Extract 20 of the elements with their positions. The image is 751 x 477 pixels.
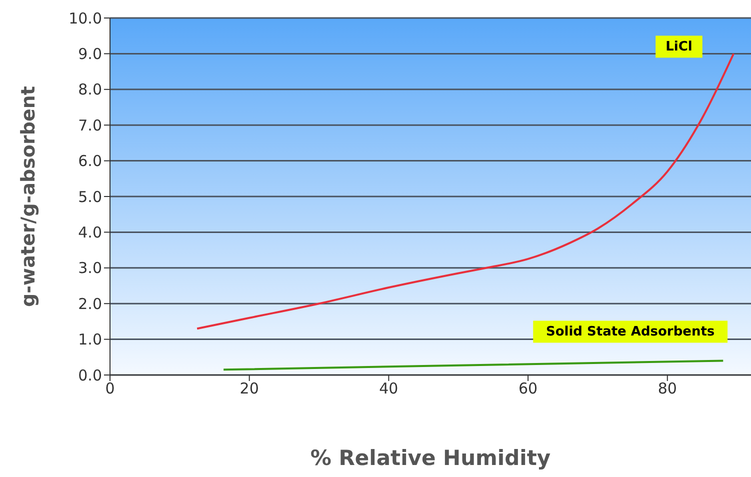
y-tick-label: 8.0 (78, 80, 102, 99)
y-tick-label: 1.0 (78, 330, 102, 349)
y-tick-label: 3.0 (78, 259, 102, 278)
y-axis-title: g-water/g-absorbent (18, 86, 40, 307)
y-tick-label: 6.0 (78, 152, 102, 170)
y-tick-label: 2.0 (78, 294, 102, 313)
y-tick-label: 0.0 (78, 366, 102, 384)
y-tick-label: 10.0 (68, 9, 102, 28)
y-tick-label: 7.0 (78, 116, 102, 134)
x-tick-label: 40 (379, 380, 398, 398)
y-tick-label: 5.0 (78, 188, 102, 206)
series-label: Solid State Adsorbents (546, 324, 715, 340)
x-tick-label: 60 (518, 380, 538, 398)
y-tick-label: 9.0 (78, 45, 102, 64)
x-axis-title: % Relative Humidity (310, 446, 551, 470)
text: LiCl (666, 40, 692, 55)
x-tick-label: 80 (658, 380, 677, 398)
x-tick-label: 0 (105, 380, 115, 398)
y-tick-label: 4.0 (78, 224, 102, 242)
x-tick-label: 20 (240, 380, 259, 398)
